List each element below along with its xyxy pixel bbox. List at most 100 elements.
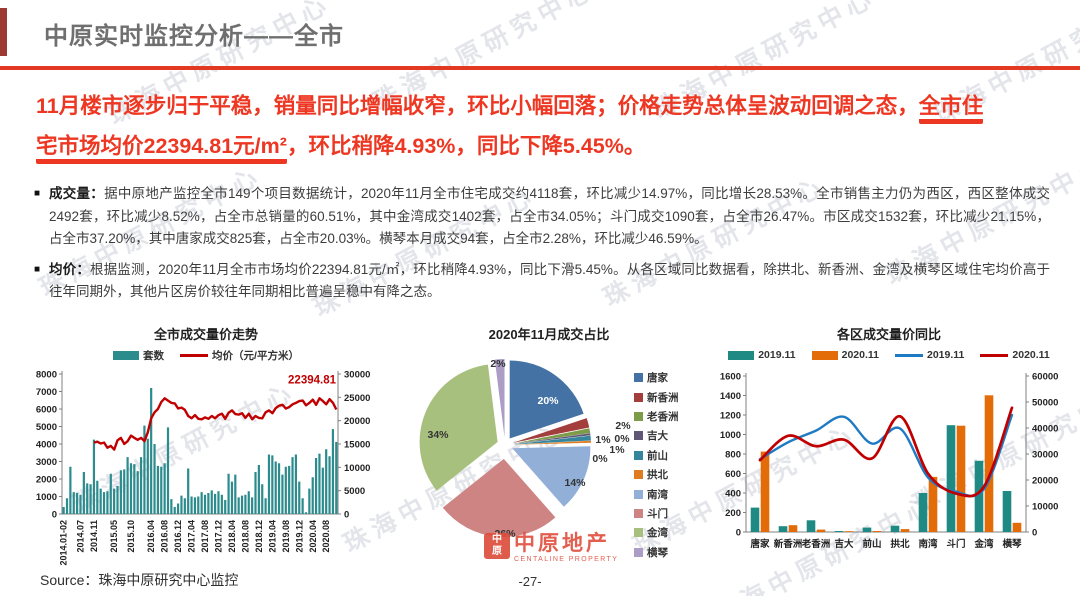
trend-chart-legend: 套数 均价（元/平方米） (16, 348, 396, 362)
axis-label: 10000 (344, 463, 370, 474)
legend-label: 新香洲 (647, 391, 679, 404)
axis-label: 400 (725, 489, 741, 500)
axis-label: 2014.01-02 (59, 520, 69, 566)
axis-label: 20000 (1032, 476, 1058, 487)
legend-label: 2020.11 (841, 349, 879, 361)
price-line (93, 397, 338, 451)
legend-bar-swatch (113, 350, 140, 360)
axis-label: 8000 (36, 370, 57, 381)
legend-label: 套数 (143, 349, 165, 362)
legend-label: 南湾 (647, 488, 668, 501)
headline-text-1: 11月楼市逐步归于平稳，销量同比增幅收窄，环比小幅回落；价格走势总体呈波动回调之… (36, 94, 919, 118)
pie-slice-唐家 (509, 360, 584, 439)
pie-legend-item: 老香洲 (634, 407, 679, 426)
axis-label: 2017.08 (200, 520, 210, 553)
pie-legend-item: 吉大 (634, 426, 679, 445)
trend-chart: 全市成交量价走势 套数 均价（元/平方米） 0 1000 2000 3000 4000 50… (16, 316, 396, 582)
trend-chart-title: 全市成交量价走势 (153, 327, 258, 342)
axis-label: 2019.08 (281, 520, 291, 553)
bullet-volume-label: 成交量： (49, 186, 105, 201)
district-chart-title: 各区成交量价同比 (836, 327, 941, 342)
axis-label: 40000 (1032, 424, 1058, 435)
legend-bar-swatch (634, 411, 643, 421)
pie-slice-南湾 (512, 446, 591, 507)
legend-bar-swatch (634, 373, 643, 383)
axis-label: 2015.05 (109, 520, 119, 553)
legend-bar-swatch (634, 431, 643, 441)
axis-label: 2020.04 (308, 520, 318, 553)
legend-label: 拱北 (647, 469, 668, 482)
axis-label: 2019.12 (294, 520, 304, 553)
axis-label: 新香洲 (774, 538, 803, 550)
axis-label: 600 (725, 469, 741, 480)
district-bars (750, 395, 1022, 532)
axis-label: 2018.12 (254, 520, 264, 553)
bullet-square-icon: ■ (34, 263, 41, 275)
bullet-price-label: 均价： (49, 261, 90, 277)
axis-label: 1000 (36, 492, 57, 503)
legend-item: 套数 (113, 348, 164, 363)
headline-text-2: ，环比稍降4.93%，同比下降5.45%。 (286, 134, 646, 158)
axis-label: 20% (537, 395, 559, 407)
axis-label: 200 (725, 508, 741, 519)
axis-label: 1400 (720, 391, 741, 402)
volume-bars (62, 388, 338, 515)
axis-label: 老香洲 (801, 538, 831, 550)
axis-label: 唐家 (750, 538, 770, 550)
legend-item: 均价（元/平方米） (180, 348, 299, 363)
legend-label: 前山 (647, 449, 668, 462)
axis-label: 南湾 (918, 538, 938, 550)
headline-line1: 11月楼市逐步归于平稳，销量同比增幅收窄，环比小幅回落；价格走势总体呈波动回调之… (36, 86, 1046, 126)
axis-label: 2018.04 (227, 520, 237, 553)
pie-legend-item: 金湾 (634, 523, 679, 542)
axis-label: 斗门 (946, 538, 965, 550)
page-title: 中原实时监控分析——全市 (44, 23, 344, 50)
x-axis-labels: 2014.01-02 2014.07 2014.11 2015.05 2015.10 20… (59, 520, 332, 566)
legend-label: 横琴 (647, 546, 668, 559)
legend-label: 2020.11 (1012, 349, 1050, 361)
bullet-volume-text: 据中原地产监控全市149个项目数据统计，2020年11月全市住宅成交约4118套… (49, 186, 1050, 246)
legend-line-swatch (980, 353, 1009, 357)
axis-label: 0 (736, 528, 741, 539)
axis-label: 0 (1032, 528, 1037, 539)
axis-label: 2017.12 (214, 520, 224, 553)
legend-bar-swatch (728, 350, 755, 360)
pie-legend-item: 新香洲 (634, 387, 679, 406)
district-chart-svg: 0 200 400 600 800 1000 1200 1400 1600 0 10000 20000… (720, 372, 1059, 551)
axis-label: 15000 (344, 440, 370, 451)
axis-label: 2015.10 (126, 520, 136, 553)
seal-char-top: 中 (492, 534, 502, 545)
pie-slice-吉大 (512, 433, 591, 444)
price-line-2020.11 (758, 406, 1014, 498)
pie-slice-拱北 (513, 440, 591, 445)
axis-label: 吉大 (834, 538, 854, 550)
axis-label: 30000 (344, 370, 370, 381)
legend-item: 2019.11 (895, 349, 964, 361)
legend-bar-swatch (634, 528, 643, 538)
pie-slice-新香洲 (512, 418, 590, 443)
axis-label: 5000 (344, 486, 365, 497)
legend-label: 吉大 (647, 430, 668, 443)
axis-label: 30000 (1032, 450, 1058, 461)
pie-legend-item: 唐家 (634, 368, 679, 387)
centaline-logo: 中 原 中原地产 CENTALINE PROPERTY (484, 533, 618, 564)
legend-label: 2019.11 (927, 349, 965, 361)
axis-label: 2% (490, 358, 506, 370)
pie-legend-item: 前山 (634, 446, 679, 465)
headline-underlined-1: 全市住 (918, 94, 984, 124)
pie-legend-item: 拱北 (634, 465, 679, 484)
legend-line-swatch (180, 353, 209, 357)
pie-legend-item: 斗门 (634, 504, 679, 523)
legend-label: 均价（元/平方米） (212, 349, 299, 362)
headline-line2: 宅市场均价22394.81元/m²，环比稍降4.93%，同比下降5.45%。 (36, 126, 1046, 166)
axis-label: 2014.07 (76, 520, 86, 553)
axis-label: 横琴 (1002, 538, 1022, 550)
axis-label: 6000 (36, 405, 57, 416)
axis-label: 3000 (36, 457, 57, 468)
pie-chart-legend: 唐家新香洲老香洲吉大前山拱北南湾斗门 金湾横琴 (634, 368, 679, 562)
bullet-list: ■ 成交量：据中原地产监控全市149个项目数据统计，2020年11月全市住宅成交约… (34, 183, 1050, 312)
axis-label: 10000 (1032, 502, 1058, 513)
axis-label: 1000 (720, 430, 741, 441)
pie-chart: 2020年11月成交占比 20%2%1%0%1%0%14%26%34%2% 唐家… (398, 316, 700, 582)
legend-label: 唐家 (647, 372, 668, 385)
